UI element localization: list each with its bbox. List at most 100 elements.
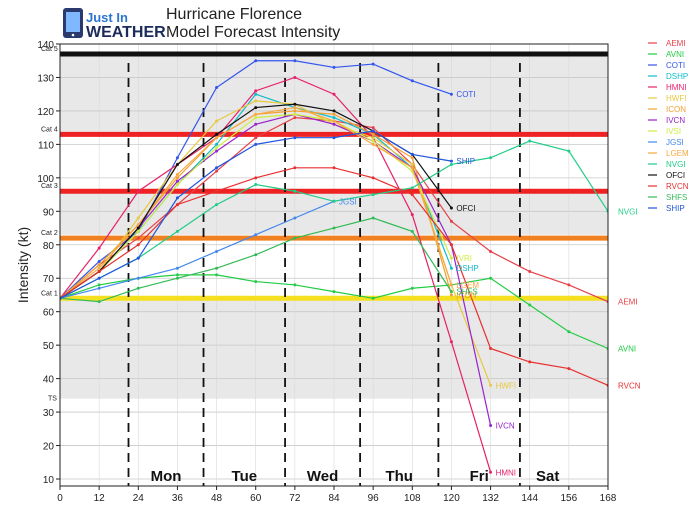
legend-entry: ICON xyxy=(666,105,686,114)
series-end-label: DSHP xyxy=(456,264,478,273)
category-label: Cat 1 xyxy=(41,290,58,297)
data-point xyxy=(332,199,336,203)
series-end-label: NVGI xyxy=(618,207,638,216)
x-tick-label: 84 xyxy=(328,493,340,504)
x-tick-label: 60 xyxy=(250,493,262,504)
data-point xyxy=(254,112,258,116)
legend-entry: SHFS xyxy=(666,193,687,202)
x-tick-label: 72 xyxy=(289,493,301,504)
data-point xyxy=(254,59,258,63)
data-point xyxy=(332,112,336,116)
data-point xyxy=(371,296,375,300)
legend-entry: RVCN xyxy=(666,182,689,191)
data-point xyxy=(175,173,179,176)
data-point xyxy=(332,109,336,113)
data-point xyxy=(449,92,453,96)
data-point xyxy=(449,340,453,344)
legend-entry: DSHP xyxy=(666,72,688,81)
data-point xyxy=(136,256,140,260)
data-point xyxy=(449,283,453,287)
series-line xyxy=(60,76,492,473)
data-point xyxy=(254,92,258,96)
data-point xyxy=(254,99,258,103)
series-end-label: COTI xyxy=(456,90,475,99)
data-point xyxy=(97,266,101,270)
data-point xyxy=(293,136,297,140)
data-point xyxy=(371,216,375,220)
data-point xyxy=(136,286,140,290)
data-point xyxy=(371,193,375,197)
chart-subtitle: Model Forecast Intensity xyxy=(166,24,340,41)
data-point xyxy=(489,347,493,350)
data-point xyxy=(567,283,571,287)
series-end-label: ICON xyxy=(456,291,476,300)
legend-entry: OFCI xyxy=(666,171,685,180)
y-tick-label: 10 xyxy=(43,475,55,486)
data-point xyxy=(371,136,375,140)
data-point xyxy=(97,260,101,263)
day-label: Mon xyxy=(151,468,182,485)
x-tick-label: 24 xyxy=(133,493,145,504)
data-point xyxy=(567,367,571,371)
data-point xyxy=(449,206,453,210)
data-point xyxy=(293,59,297,63)
data-point xyxy=(215,132,219,136)
data-point xyxy=(136,226,140,230)
y-tick-label: 60 xyxy=(43,308,55,319)
data-point xyxy=(410,193,414,197)
series-end-label: SHFS xyxy=(456,288,477,297)
data-point xyxy=(215,249,219,253)
data-point xyxy=(528,303,532,307)
data-point xyxy=(175,162,179,166)
data-point xyxy=(136,223,140,227)
data-point xyxy=(175,276,179,280)
data-point xyxy=(97,263,101,267)
y-axis-label: Intensity (kt) xyxy=(15,227,31,303)
x-tick-label: 108 xyxy=(404,493,421,504)
x-tick-label: 144 xyxy=(521,493,538,504)
data-point xyxy=(254,280,258,284)
data-point xyxy=(136,243,140,247)
data-point xyxy=(175,179,179,183)
day-label: Sat xyxy=(536,468,559,485)
data-point xyxy=(293,102,297,106)
y-tick-label: 30 xyxy=(43,408,55,419)
data-point xyxy=(175,266,179,270)
data-point xyxy=(449,159,453,163)
data-point xyxy=(136,189,140,193)
legend-entry: JGSI xyxy=(666,138,684,147)
axes: 10 20 30 40 50 60 70 80 90 100 110 120 130 140 0 12 24 36… xyxy=(37,40,616,504)
data-point xyxy=(97,246,101,250)
data-point xyxy=(332,136,336,140)
data-point xyxy=(332,122,336,126)
legend-entry: HMNI xyxy=(666,83,686,92)
data-point xyxy=(449,219,453,223)
data-point xyxy=(293,216,297,220)
day-label: Tue xyxy=(232,468,258,485)
data-point xyxy=(97,300,101,304)
data-point xyxy=(254,233,258,237)
x-tick-label: 120 xyxy=(443,493,460,504)
legend-entry: HWFI xyxy=(666,94,686,103)
data-point xyxy=(254,142,258,146)
data-point xyxy=(489,156,493,160)
logo-line-2: WEATHER xyxy=(86,24,166,41)
data-point xyxy=(215,146,219,150)
data-point xyxy=(254,183,258,187)
data-point xyxy=(332,116,336,120)
data-point xyxy=(410,213,414,217)
data-point xyxy=(371,126,375,130)
data-point xyxy=(371,62,375,66)
data-point xyxy=(136,276,140,280)
just-in-weather-logo: Just In WEATHER xyxy=(63,8,166,41)
legend-entry: NVGI xyxy=(666,160,686,169)
data-point xyxy=(293,116,297,120)
data-point xyxy=(489,383,493,387)
data-point xyxy=(215,86,219,89)
y-tick-label: 50 xyxy=(43,341,55,352)
data-point xyxy=(410,166,414,170)
data-point xyxy=(293,112,297,116)
data-point xyxy=(449,256,453,260)
series-end-label: IVCN xyxy=(496,421,515,430)
data-point xyxy=(449,243,453,247)
